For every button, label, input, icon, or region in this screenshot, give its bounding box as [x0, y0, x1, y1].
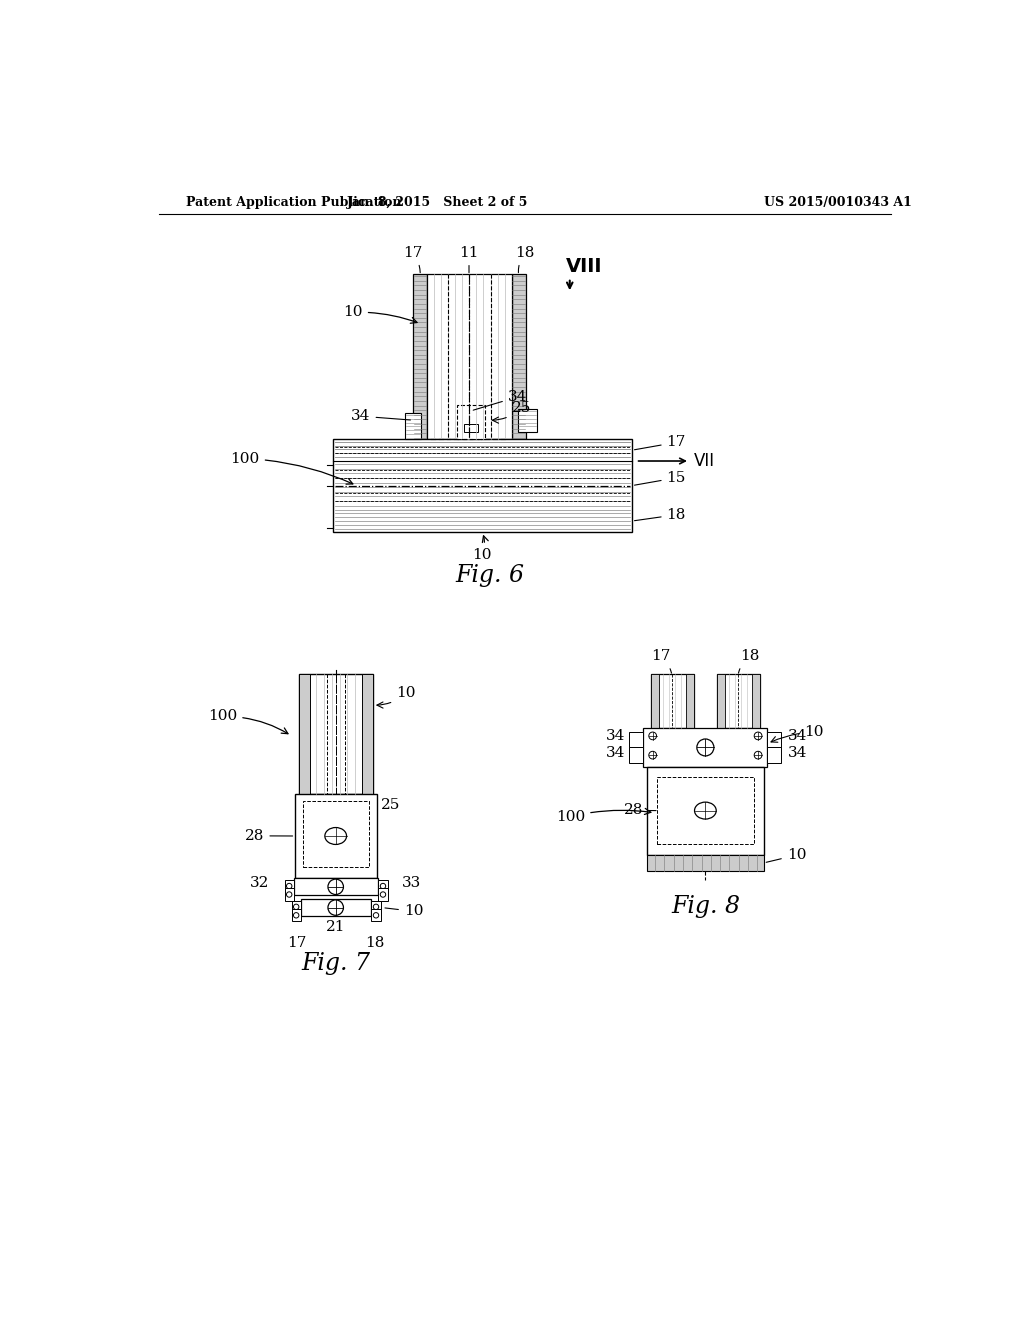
Text: 18: 18 — [515, 246, 535, 273]
Text: Fig. 7: Fig. 7 — [301, 952, 371, 975]
Bar — [647, 855, 764, 871]
Bar — [630, 747, 643, 763]
Circle shape — [755, 751, 762, 759]
Bar — [362, 675, 373, 793]
Bar — [686, 675, 693, 729]
Bar — [630, 733, 643, 747]
Text: 25: 25 — [381, 799, 400, 812]
Text: 17: 17 — [635, 436, 686, 450]
Text: 28: 28 — [624, 804, 656, 817]
Circle shape — [374, 904, 379, 909]
Bar — [292, 909, 301, 921]
Text: Fig. 8: Fig. 8 — [671, 895, 740, 917]
Bar — [285, 880, 294, 892]
Circle shape — [287, 883, 292, 888]
Bar — [427, 275, 512, 440]
Bar — [651, 675, 658, 729]
Text: 10: 10 — [766, 849, 806, 862]
Bar — [372, 900, 381, 913]
Text: 25: 25 — [493, 401, 531, 424]
Text: 33: 33 — [401, 876, 421, 890]
Text: 100: 100 — [556, 808, 651, 824]
Bar — [303, 801, 369, 867]
Circle shape — [328, 900, 343, 915]
Text: 10: 10 — [771, 725, 824, 742]
Text: 21: 21 — [326, 920, 345, 935]
Text: 17: 17 — [402, 246, 422, 273]
Circle shape — [380, 892, 386, 898]
Text: 10: 10 — [472, 536, 492, 562]
Bar — [767, 733, 781, 747]
Circle shape — [294, 904, 299, 909]
Bar — [656, 776, 755, 843]
Text: 100: 100 — [208, 710, 288, 734]
Text: 18: 18 — [366, 936, 385, 950]
Bar — [767, 747, 781, 763]
Text: 34: 34 — [606, 729, 626, 743]
Text: Fig. 6: Fig. 6 — [456, 564, 524, 587]
Bar — [717, 675, 760, 729]
Bar — [301, 899, 372, 916]
Circle shape — [649, 751, 656, 759]
Circle shape — [380, 883, 386, 888]
Bar — [512, 275, 525, 440]
Bar — [299, 675, 373, 793]
Ellipse shape — [325, 828, 346, 845]
Text: 17: 17 — [650, 649, 672, 673]
Text: 34: 34 — [787, 747, 807, 760]
Text: 34: 34 — [606, 747, 626, 760]
Text: 28: 28 — [245, 829, 293, 843]
Bar — [464, 424, 477, 432]
Text: 18: 18 — [738, 649, 759, 673]
Text: 34: 34 — [787, 729, 807, 743]
Circle shape — [755, 733, 762, 739]
Bar — [285, 888, 294, 900]
Circle shape — [374, 912, 379, 917]
Circle shape — [294, 912, 299, 917]
Text: 11: 11 — [459, 246, 479, 273]
Bar — [299, 675, 310, 793]
Bar — [647, 767, 764, 855]
Bar — [414, 275, 427, 440]
Text: VII: VII — [693, 451, 715, 470]
Bar — [406, 412, 421, 440]
Text: 17: 17 — [288, 936, 306, 950]
Text: 34: 34 — [351, 409, 411, 424]
Circle shape — [287, 892, 292, 898]
Text: 10: 10 — [343, 305, 417, 323]
Bar — [752, 675, 760, 729]
Circle shape — [649, 733, 656, 739]
Bar — [378, 880, 388, 892]
Bar — [334, 440, 632, 532]
Text: 18: 18 — [635, 508, 686, 521]
Bar — [292, 900, 301, 913]
Text: 32: 32 — [250, 876, 269, 890]
Bar — [295, 793, 377, 878]
Bar — [643, 729, 767, 767]
Bar — [294, 878, 378, 895]
Bar — [518, 409, 538, 432]
Text: 34: 34 — [473, 389, 527, 411]
Text: Patent Application Publication: Patent Application Publication — [186, 195, 401, 209]
Circle shape — [328, 879, 343, 895]
Bar — [458, 405, 484, 440]
Text: 10: 10 — [385, 904, 423, 919]
Bar — [378, 888, 388, 900]
Text: 10: 10 — [377, 686, 416, 708]
Text: US 2015/0010343 A1: US 2015/0010343 A1 — [764, 195, 911, 209]
Bar — [717, 675, 725, 729]
Text: 100: 100 — [230, 451, 353, 484]
Text: 15: 15 — [635, 471, 686, 486]
Text: VIII: VIII — [566, 257, 602, 276]
Bar — [651, 675, 693, 729]
Text: Jan. 8, 2015   Sheet 2 of 5: Jan. 8, 2015 Sheet 2 of 5 — [347, 195, 528, 209]
Ellipse shape — [694, 803, 716, 818]
Bar — [372, 909, 381, 921]
Circle shape — [697, 739, 714, 756]
